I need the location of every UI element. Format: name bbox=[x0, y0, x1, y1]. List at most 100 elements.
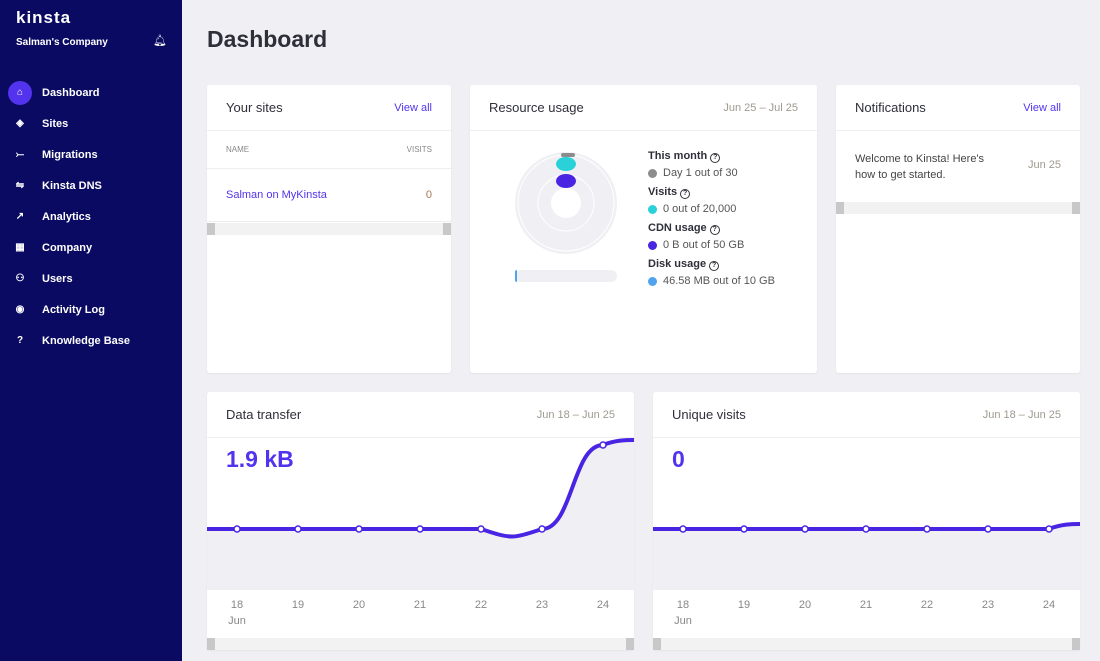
data-point[interactable] bbox=[862, 525, 870, 533]
home-icon: ⌂ bbox=[8, 80, 32, 105]
legend-value: 46.58 MB out of 10 GB bbox=[663, 275, 775, 287]
layers-icon: ◈ bbox=[16, 118, 24, 129]
cdn-arc bbox=[556, 174, 576, 188]
legend-dot bbox=[648, 204, 657, 214]
unique-visits-card: Unique visits Jun 18 – Jun 25 0 18 19 20 21 2… bbox=[653, 392, 1080, 650]
data-point[interactable] bbox=[233, 525, 241, 533]
x-month-label: Jun bbox=[228, 615, 246, 627]
data-point[interactable] bbox=[416, 525, 424, 533]
data-point[interactable] bbox=[679, 525, 687, 533]
legend-value: Day 1 out of 30 bbox=[663, 167, 738, 179]
sidebar: kinsta Salman's Company 🔔︎ ⌂ Dashboard ◈ Si… bbox=[0, 0, 182, 661]
data-point[interactable] bbox=[923, 525, 931, 533]
table-row: Salman on MyKinsta 0 bbox=[207, 169, 451, 222]
x-tick-label: 23 bbox=[535, 599, 549, 611]
legend-row: 0 out of 20,000 bbox=[648, 203, 775, 215]
bell-icon[interactable]: 🔔︎ bbox=[153, 35, 167, 47]
sidebar-item-label: Knowledge Base bbox=[42, 334, 131, 347]
view-all-sites-link[interactable]: View all bbox=[394, 101, 432, 114]
visits-arc bbox=[556, 157, 576, 171]
column-header-name[interactable]: NAME bbox=[226, 145, 250, 154]
x-tick-label: 23 bbox=[981, 599, 995, 611]
horizontal-scrollbar[interactable] bbox=[653, 638, 1080, 650]
legend-row: Day 1 out of 30 bbox=[648, 167, 775, 179]
resource-legend: This month? Day 1 out of 30 Visits? 0 out… bbox=[648, 143, 775, 287]
data-point[interactable] bbox=[984, 525, 992, 533]
data-point[interactable] bbox=[1045, 525, 1053, 533]
sidebar-item-activity-log[interactable]: ◉ Activity Log bbox=[8, 294, 178, 325]
notification-item[interactable]: Welcome to Kinsta! Here's how to get sta… bbox=[836, 131, 1080, 201]
x-tick-label: 19 bbox=[737, 599, 751, 611]
data-point[interactable] bbox=[599, 441, 607, 449]
card-title: Your sites bbox=[226, 100, 283, 115]
disk-usage-bar bbox=[515, 270, 617, 282]
data-transfer-total: 1.9 kB bbox=[226, 446, 294, 472]
sidebar-item-knowledge-base[interactable]: ? Knowledge Base bbox=[8, 325, 178, 356]
sidebar-item-label: Kinsta DNS bbox=[42, 179, 102, 192]
sidebar-item-dashboard[interactable]: ⌂ Dashboard bbox=[8, 77, 178, 108]
data-point[interactable] bbox=[477, 525, 485, 533]
x-tick-label: 19 bbox=[291, 599, 305, 611]
sidebar-item-users[interactable]: ⚇ Users bbox=[8, 263, 178, 294]
column-header-visits[interactable]: VISITS bbox=[406, 145, 432, 154]
add-user-icon: ⚇ bbox=[15, 273, 25, 284]
x-tick-label: 20 bbox=[352, 599, 366, 611]
sidebar-item-label: Analytics bbox=[42, 210, 91, 223]
legend-dot bbox=[648, 276, 657, 286]
data-point[interactable] bbox=[801, 525, 809, 533]
horizontal-scrollbar[interactable] bbox=[836, 202, 1080, 214]
data-point[interactable] bbox=[294, 525, 302, 533]
company-switcher[interactable]: Salman's Company bbox=[16, 37, 108, 48]
help-icon[interactable]: ? bbox=[709, 225, 720, 235]
date-range: Jun 18 – Jun 25 bbox=[536, 408, 615, 421]
chart-area bbox=[207, 440, 634, 590]
x-tick-label: 22 bbox=[474, 599, 488, 611]
building-icon: ▦ bbox=[15, 242, 25, 253]
legend-value: 0 B out of 50 GB bbox=[663, 239, 745, 251]
site-visits: 0 bbox=[425, 189, 432, 201]
notification-date: Jun 25 bbox=[1027, 159, 1061, 171]
sidebar-item-migrations[interactable]: ⤚ Migrations bbox=[8, 139, 178, 170]
card-title: Data transfer bbox=[226, 407, 302, 422]
legend-value: 0 out of 20,000 bbox=[663, 203, 737, 215]
x-tick-label: 21 bbox=[859, 599, 873, 611]
sidebar-item-company[interactable]: ▦ Company bbox=[8, 232, 178, 263]
card-title: Notifications bbox=[855, 100, 926, 115]
card-title: Unique visits bbox=[672, 407, 746, 422]
data-transfer-chart bbox=[207, 438, 634, 590]
notifications-card: Notifications View all Welcome to Kinsta!… bbox=[836, 85, 1080, 373]
horizontal-scrollbar[interactable] bbox=[207, 638, 634, 650]
kinsta-logo[interactable]: kinsta bbox=[16, 8, 72, 27]
help-icon[interactable]: ? bbox=[710, 153, 721, 163]
sidebar-item-label: Migrations bbox=[42, 148, 98, 161]
x-tick-label: 24 bbox=[596, 599, 610, 611]
sidebar-item-label: Activity Log bbox=[42, 303, 105, 316]
data-point[interactable] bbox=[740, 525, 748, 533]
view-all-notifications-link[interactable]: View all bbox=[1023, 101, 1061, 114]
trend-icon: ↗ bbox=[15, 211, 25, 222]
sidebar-item-analytics[interactable]: ↗ Analytics bbox=[8, 201, 178, 232]
data-point[interactable] bbox=[538, 525, 546, 533]
help-icon[interactable]: ? bbox=[680, 189, 691, 199]
help-icon: ? bbox=[16, 335, 24, 346]
x-tick-label: 20 bbox=[798, 599, 812, 611]
help-icon[interactable]: ? bbox=[709, 261, 720, 271]
resource-usage-card: Resource usage Jun 25 – Jul 25 This month… bbox=[470, 85, 817, 373]
site-link[interactable]: Salman on MyKinsta bbox=[226, 189, 327, 201]
x-tick-label: 21 bbox=[413, 599, 427, 611]
sidebar-item-kinsta-dns[interactable]: ⇋ Kinsta DNS bbox=[8, 170, 178, 201]
x-month-label: Jun bbox=[674, 615, 692, 627]
x-tick-label: 18 bbox=[676, 599, 690, 611]
sidebar-item-label: Users bbox=[42, 272, 73, 285]
usage-rings bbox=[515, 152, 617, 254]
unique-visits-total: 0 bbox=[672, 446, 685, 472]
data-point[interactable] bbox=[355, 525, 363, 533]
legend-row: 0 B out of 50 GB bbox=[648, 239, 775, 251]
x-tick-label: 24 bbox=[1042, 599, 1056, 611]
date-range: Jun 25 – Jul 25 bbox=[723, 101, 798, 114]
horizontal-scrollbar[interactable] bbox=[207, 223, 451, 235]
sidebar-item-sites[interactable]: ◈ Sites bbox=[8, 108, 178, 139]
x-tick-label: 22 bbox=[920, 599, 934, 611]
notification-text: Welcome to Kinsta! Here's how to get sta… bbox=[855, 153, 985, 181]
legend-heading: Visits? bbox=[648, 186, 775, 199]
